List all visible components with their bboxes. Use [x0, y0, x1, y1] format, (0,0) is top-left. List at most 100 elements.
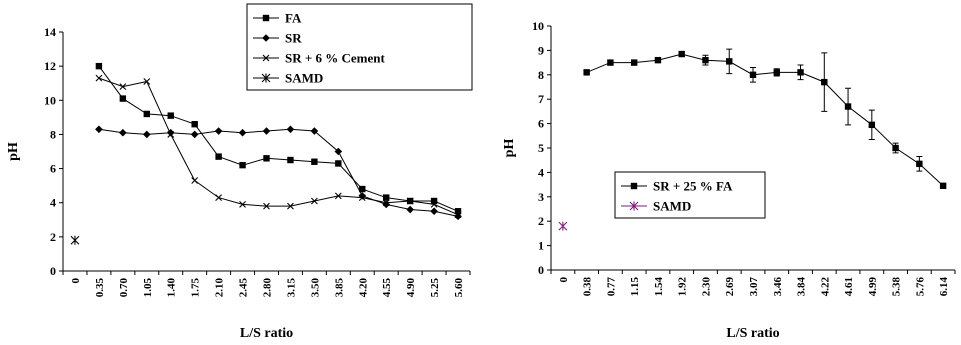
left-series-sr-point: [214, 127, 223, 135]
left-y-tick-label: 14: [44, 25, 56, 39]
left-series-sr-point: [286, 125, 295, 134]
left-series-sr-point: [119, 128, 127, 137]
left-series-sr-6-cement-point: [334, 192, 342, 200]
right-series-sr-25-fa-point: [726, 58, 733, 65]
left-legend-entry-marker: [261, 73, 271, 83]
right-series-sr-25-fa-point: [821, 78, 828, 86]
right-series-sr-25-fa-point: [654, 56, 662, 64]
left-series-fa-line: [98, 65, 459, 212]
left-series-sr-point: [238, 128, 247, 137]
right-series-sr-25-fa-point: [797, 69, 804, 76]
left-x-tick-label: 3.50: [309, 278, 321, 298]
left-series-sr-point: [262, 127, 271, 135]
left-series-sr-point: [454, 212, 462, 221]
left-series-fa-point: [143, 110, 150, 118]
left-y-tick-label: 10: [44, 93, 56, 107]
left-series-sr-6-cement-point: [310, 197, 318, 205]
left-series-sr-6-cement-line: [98, 77, 459, 216]
right-y-tick-label: 7: [538, 92, 544, 106]
right-series-sr-25-fa-line: [586, 53, 944, 187]
left-series-sr-point: [430, 207, 438, 216]
left-series-sr-6-cement-point: [119, 83, 127, 91]
left-series-sr-6-cement-point: [167, 131, 175, 138]
right-series-samd-point: [558, 221, 568, 231]
left-series-sr-6-cement-point: [191, 177, 199, 184]
left-x-tick-label: 3.15: [285, 278, 297, 298]
left-x-tick-label: 2.80: [262, 278, 274, 298]
right-legend-entry-label: SAMD: [653, 199, 691, 214]
right-series-sr-25-fa-point: [607, 59, 614, 66]
left-series-fa-point: [191, 120, 198, 128]
left-series-fa-point: [95, 62, 103, 70]
right-series-sr-25-fa: [583, 48, 947, 190]
right-x-tick-label: 4.22: [819, 277, 831, 297]
right-legend-entry-marker: [630, 182, 638, 190]
left-series-fa-point: [119, 95, 127, 102]
right-x-tick-label: 1.54: [653, 277, 665, 297]
right-legend-box: [614, 171, 766, 219]
right-series-sr-25-fa-point: [916, 160, 923, 168]
left-x-tick-label: 0: [70, 278, 82, 284]
left-x-tick-label: 2.10: [214, 278, 226, 298]
left-series-sr: [95, 125, 462, 221]
right-x-tick-label: 3.84: [796, 277, 808, 297]
right-x-tick-label: 3.07: [748, 277, 760, 297]
left-y-tick-label: 0: [50, 264, 56, 278]
left-series-sr-6-cement: [95, 74, 462, 219]
left-y-tick-label: 4: [50, 196, 56, 210]
left-x-tick-label: 0.70: [118, 278, 130, 298]
right-series-sr-25-fa-point: [773, 69, 780, 76]
right-chart: 0 1 2 3 4 5 6 7 8 9 10 0 0.38 0.77 1.15 1.54 1.92 2.30 2.6…: [502, 19, 956, 341]
left-series-sr-6-cement-point: [454, 211, 462, 219]
right-x-tick-label: 6.14: [938, 277, 950, 297]
left-series-sr-point: [142, 130, 151, 139]
left-legend-entry-marker: [262, 54, 270, 62]
right-series-sr-25-fa-point: [702, 56, 709, 64]
left-series-sr-6-cement-point: [430, 201, 438, 208]
right-y-tick-label: 5: [538, 141, 544, 155]
left-y-tick-label: 2: [50, 230, 56, 244]
right-x-tick-label: 1.92: [677, 277, 689, 297]
left-x-tick-label: 1.40: [166, 278, 178, 298]
right-y-tick-label: 9: [538, 43, 544, 57]
left-series-fa-point: [430, 197, 438, 205]
right-x-tick-label: 0.38: [582, 277, 594, 297]
right-x-tick-label: 4.61: [843, 277, 855, 296]
left-series-sr-6-cement-point: [215, 194, 223, 201]
left-y-axis-title: pH: [6, 142, 21, 161]
right-chart-panel: 0 1 2 3 4 5 6 7 8 9 10 0 0.38 0.77 1.15 1.54 1.92 2.30 2.6…: [481, 0, 961, 345]
right-series-sr-25-fa-point: [583, 69, 590, 76]
right-y-tick-label: 3: [538, 190, 544, 204]
left-legend: FA SR SR + 6 % Cement SAMD: [246, 3, 473, 91]
left-series-sr-6-cement-point: [287, 202, 294, 210]
left-series-fa-point: [359, 185, 366, 193]
left-legend-box: [246, 3, 473, 91]
left-series-fa-point: [167, 112, 174, 119]
left-legend-entry-label: FA: [285, 11, 302, 26]
right-series-sr-25-fa-point: [844, 103, 852, 110]
right-x-tick-label: 0: [558, 277, 570, 283]
right-legend-entry-marker: [629, 201, 639, 211]
left-series-fa-point: [215, 153, 222, 160]
right-x-tick-label: 4.99: [867, 277, 879, 297]
left-series-sr-6-cement-point: [239, 201, 246, 208]
right-y-tick-label: 6: [538, 117, 544, 131]
left-legend-entry-label: SR + 6 % Cement: [285, 51, 386, 66]
left-series-sr-6-cement-point: [95, 74, 103, 82]
right-y-tick-label: 2: [538, 214, 544, 228]
right-y-tick-label: 10: [532, 19, 544, 33]
left-series-sr-6-cement-point: [382, 199, 390, 207]
left-x-tick-label: 2.45: [238, 278, 250, 298]
right-series-sr-25-fa-point: [868, 121, 876, 129]
left-legend-entry-marker: [262, 34, 270, 42]
right-x-tick-label: 3.46: [772, 277, 784, 297]
left-series-samd: [70, 235, 80, 245]
right-series-samd: [558, 221, 568, 231]
left-series-sr-6-cement-point: [143, 78, 151, 85]
left-series-fa-point: [454, 208, 462, 215]
left-x-tick-label: 4.55: [381, 278, 393, 298]
right-series-sr-25-fa-point: [939, 182, 947, 190]
left-series-sr-point: [406, 205, 414, 214]
left-series-sr-point: [95, 125, 103, 134]
left-chart-panel: 0 2 4 6 8 10 12 14 0 0.35 0.70 1.05 1.40 1.75 2.10 2.45…: [0, 0, 476, 345]
